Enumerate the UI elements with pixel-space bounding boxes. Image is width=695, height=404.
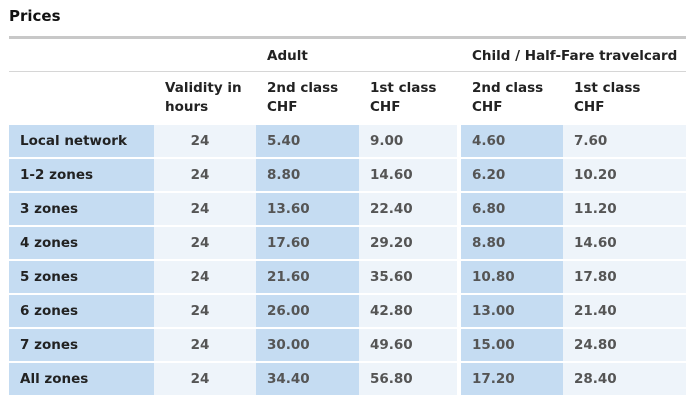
table-row: 4 zones 24 17.60 29.20 8.80 14.60: [9, 225, 686, 259]
column-gap: [457, 293, 461, 327]
child-1st-price: 28.40: [563, 361, 686, 395]
child-2nd-price: 13.00: [461, 293, 563, 327]
adult-1st-price: 29.20: [359, 225, 457, 259]
adult-2nd-price: 5.40: [256, 123, 359, 157]
validity-cell: 24: [154, 157, 256, 191]
adult-2nd-class-header: 2nd class CHF: [267, 79, 339, 115]
column-gap: [457, 123, 461, 157]
gap-header-cell: [457, 40, 461, 72]
child-2nd-price: 4.60: [461, 123, 563, 157]
adult-1st-price: 35.60: [359, 259, 457, 293]
adult-2nd-price: 13.60: [256, 191, 359, 225]
empty-header-cell: [9, 40, 154, 72]
column-gap: [457, 327, 461, 361]
child-2nd-price: 15.00: [461, 327, 563, 361]
child-1st-price: 7.60: [563, 123, 686, 157]
adult-1st-price: 14.60: [359, 157, 457, 191]
adult-2nd-price: 21.60: [256, 259, 359, 293]
zone-label: 7 zones: [9, 327, 154, 361]
validity-cell: 24: [154, 191, 256, 225]
adult-1st-class-header: 1st class CHF: [370, 79, 437, 115]
child-2nd-class-header: 2nd class CHF: [472, 79, 544, 115]
child-2nd-price: 6.20: [461, 157, 563, 191]
validity-header: Validity in hours: [165, 79, 242, 115]
child-1st-price: 14.60: [563, 225, 686, 259]
child-group-header: Child / Half-Fare travelcard: [461, 40, 686, 72]
group-header-row: Adult Child / Half-Fare travelcard: [9, 40, 686, 72]
adult-1st-price: 49.60: [359, 327, 457, 361]
validity-cell: 24: [154, 225, 256, 259]
validity-cell: 24: [154, 327, 256, 361]
column-gap: [457, 225, 461, 259]
child-2nd-price: 10.80: [461, 259, 563, 293]
child-1st-price: 17.80: [563, 259, 686, 293]
table-row: 5 zones 24 21.60 35.60 10.80 17.80: [9, 259, 686, 293]
adult-1st-price: 42.80: [359, 293, 457, 327]
empty-header-cell: [154, 40, 256, 72]
zone-label: 5 zones: [9, 259, 154, 293]
zone-label: 4 zones: [9, 225, 154, 259]
child-1st-class-header: 1st class CHF: [574, 79, 641, 115]
column-gap: [457, 191, 461, 225]
validity-cell: 24: [154, 123, 256, 157]
zone-label: 6 zones: [9, 293, 154, 327]
price-table: Adult Child / Half-Fare travelcard Valid…: [9, 40, 686, 395]
table-row: 6 zones 24 26.00 42.80 13.00 21.40: [9, 293, 686, 327]
table-row: 7 zones 24 30.00 49.60 15.00 24.80: [9, 327, 686, 361]
column-gap: [457, 259, 461, 293]
table-row: All zones 24 34.40 56.80 17.20 28.40: [9, 361, 686, 395]
adult-2nd-price: 17.60: [256, 225, 359, 259]
title-divider: [9, 36, 686, 39]
adult-2nd-price: 30.00: [256, 327, 359, 361]
child-1st-price: 11.20: [563, 191, 686, 225]
adult-1st-price: 22.40: [359, 191, 457, 225]
adult-1st-price: 56.80: [359, 361, 457, 395]
adult-2nd-price: 8.80: [256, 157, 359, 191]
adult-2nd-price: 34.40: [256, 361, 359, 395]
page-title: Prices: [9, 7, 61, 25]
zone-label: Local network: [9, 123, 154, 157]
child-2nd-price: 6.80: [461, 191, 563, 225]
table-row: 3 zones 24 13.60 22.40 6.80 11.20: [9, 191, 686, 225]
adult-2nd-price: 26.00: [256, 293, 359, 327]
child-2nd-price: 17.20: [461, 361, 563, 395]
child-2nd-price: 8.80: [461, 225, 563, 259]
zone-label: All zones: [9, 361, 154, 395]
column-gap: [457, 157, 461, 191]
child-1st-price: 24.80: [563, 327, 686, 361]
column-header-row: Validity in hours 2nd class CHF 1st class C…: [9, 72, 686, 123]
empty-header-cell: [9, 72, 154, 123]
validity-cell: 24: [154, 361, 256, 395]
validity-cell: 24: [154, 259, 256, 293]
zone-label: 1-2 zones: [9, 157, 154, 191]
adult-group-header: Adult: [256, 40, 457, 72]
column-gap: [457, 361, 461, 395]
validity-cell: 24: [154, 293, 256, 327]
zone-label: 3 zones: [9, 191, 154, 225]
child-1st-price: 21.40: [563, 293, 686, 327]
adult-1st-price: 9.00: [359, 123, 457, 157]
table-row: Local network 24 5.40 9.00 4.60 7.60: [9, 123, 686, 157]
table-row: 1-2 zones 24 8.80 14.60 6.20 10.20: [9, 157, 686, 191]
child-1st-price: 10.20: [563, 157, 686, 191]
